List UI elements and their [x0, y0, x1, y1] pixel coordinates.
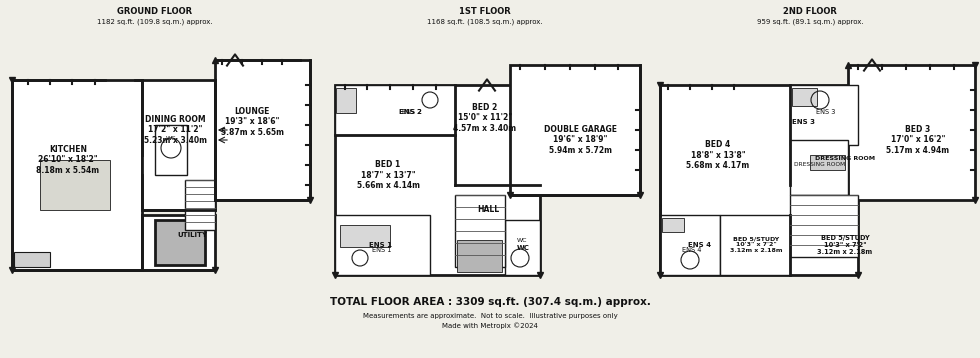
Text: KITCHEN
26'10" x 18'2"
8.18m x 5.54m: KITCHEN 26'10" x 18'2" 8.18m x 5.54m: [36, 145, 100, 175]
Bar: [142, 80, 215, 210]
Bar: [155, 220, 205, 265]
Text: 1182 sq.ft. (109.8 sq.m.) approx.: 1182 sq.ft. (109.8 sq.m.) approx.: [97, 19, 213, 25]
Text: DRESSING ROOM: DRESSING ROOM: [815, 155, 875, 160]
Text: BED 5/STUDY
10'3" x 7'2"
3.12m x 2.18m: BED 5/STUDY 10'3" x 7'2" 3.12m x 2.18m: [817, 235, 872, 255]
Bar: [457, 240, 502, 272]
Bar: [790, 85, 858, 145]
Text: ENS 4: ENS 4: [688, 242, 711, 248]
Text: BED 1
18'7" x 13'7"
5.66m x 4.14m: BED 1 18'7" x 13'7" 5.66m x 4.14m: [357, 160, 419, 190]
Bar: [660, 85, 858, 275]
Bar: [720, 215, 790, 275]
Bar: [660, 215, 720, 275]
Text: ENS 1: ENS 1: [372, 247, 392, 253]
Bar: [340, 225, 390, 247]
Bar: [790, 140, 848, 195]
Bar: [142, 215, 215, 270]
Text: Made with Metropix ©2024: Made with Metropix ©2024: [442, 323, 538, 329]
Bar: [505, 220, 540, 275]
Text: 1168 sq.ft. (108.5 sq.m.) approx.: 1168 sq.ft. (108.5 sq.m.) approx.: [427, 19, 543, 25]
Text: DRESSING ROOM: DRESSING ROOM: [795, 163, 846, 168]
Text: LOUNGE
19'3" x 18'6"
5.87m x 5.65m: LOUNGE 19'3" x 18'6" 5.87m x 5.65m: [220, 107, 283, 137]
Bar: [185, 180, 215, 230]
Bar: [336, 88, 356, 113]
Text: HALL: HALL: [477, 205, 499, 214]
Text: ENS 2: ENS 2: [402, 109, 421, 115]
Text: BED 2
15'0" x 11'2"
4.57m x 3.40m: BED 2 15'0" x 11'2" 4.57m x 3.40m: [454, 103, 516, 133]
Text: UTILITY: UTILITY: [177, 232, 207, 238]
Bar: [40, 160, 110, 210]
Bar: [510, 65, 640, 195]
Text: BED 5/STUDY
10'3" x 7'2"
3.12m x 2.18m: BED 5/STUDY 10'3" x 7'2" 3.12m x 2.18m: [730, 237, 782, 253]
Text: WC: WC: [516, 245, 529, 251]
Bar: [14, 252, 50, 267]
Text: ENS 3: ENS 3: [816, 109, 836, 115]
Text: DOUBLE GARAGE
19'6" x 18'9"
5.94m x 5.72m: DOUBLE GARAGE 19'6" x 18'9" 5.94m x 5.72…: [544, 125, 616, 155]
Text: 2ND FLOOR: 2ND FLOOR: [783, 8, 837, 16]
Bar: [335, 85, 540, 275]
Bar: [662, 218, 684, 232]
Text: TOTAL FLOOR AREA : 3309 sq.ft. (307.4 sq.m.) approx.: TOTAL FLOOR AREA : 3309 sq.ft. (307.4 sq…: [329, 297, 651, 307]
Bar: [155, 125, 187, 175]
Bar: [810, 155, 845, 170]
Text: BED 3
17'0" x 16'2"
5.17m x 4.94m: BED 3 17'0" x 16'2" 5.17m x 4.94m: [887, 125, 950, 155]
Bar: [455, 195, 505, 267]
Text: ENS 4: ENS 4: [682, 247, 702, 253]
Text: ENS 1: ENS 1: [368, 242, 391, 248]
Text: GROUND FLOOR: GROUND FLOOR: [118, 8, 192, 16]
Bar: [335, 215, 430, 275]
Bar: [12, 80, 142, 270]
Bar: [215, 60, 310, 200]
Text: WC: WC: [166, 135, 176, 140]
Text: 1ST FLOOR: 1ST FLOOR: [459, 8, 511, 16]
Text: Measurements are approximate.  Not to scale.  Illustrative purposes only: Measurements are approximate. Not to sca…: [363, 313, 617, 319]
Text: 959 sq.ft. (89.1 sq.m.) approx.: 959 sq.ft. (89.1 sq.m.) approx.: [757, 19, 863, 25]
Text: ENS 3: ENS 3: [792, 119, 814, 125]
Text: DINING ROOM
17'2" x 11'2"
5.23m x 3.40m: DINING ROOM 17'2" x 11'2" 5.23m x 3.40m: [143, 115, 207, 145]
Bar: [792, 88, 817, 106]
Bar: [790, 195, 858, 257]
Bar: [335, 85, 455, 135]
Text: ENS 2: ENS 2: [399, 109, 421, 115]
Text: BED 4
18'8" x 13'8"
5.68m x 4.17m: BED 4 18'8" x 13'8" 5.68m x 4.17m: [686, 140, 750, 170]
Bar: [848, 65, 975, 200]
Text: WC: WC: [516, 237, 527, 242]
